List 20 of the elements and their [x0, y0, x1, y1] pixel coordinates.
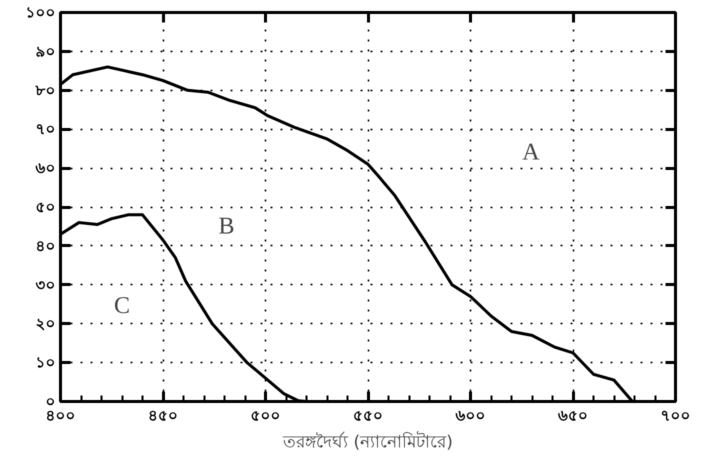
- y-tick-label: ১০: [36, 354, 56, 372]
- annotation: A: [522, 140, 540, 166]
- annotation: C: [114, 293, 130, 320]
- y-tick-label: ৫০: [36, 198, 56, 216]
- x-tick-label: ৫০০: [250, 406, 280, 424]
- y-tick-label: ৮০: [34, 81, 56, 100]
- y-tick-label: ৭০: [36, 120, 56, 138]
- x-tick-label: ৬০০: [456, 406, 486, 424]
- x-axis-title: তরঙ্গদৈর্ঘ্য (ন্যানোমিটারে): [282, 432, 453, 452]
- annotation: B: [218, 213, 235, 240]
- y-tick-label: ১০০: [26, 4, 56, 22]
- x-tick-label: ৬৫০: [558, 406, 588, 424]
- x-tick-label: ৭০০: [660, 406, 690, 424]
- x-tick-label: ৪৫০: [148, 406, 178, 424]
- y-tick-label: ৪০: [36, 236, 56, 255]
- y-tick-label: ৬০: [36, 159, 56, 178]
- x-tick-label: ৫৫০: [353, 406, 383, 424]
- y-tick-label: ৩০: [36, 276, 56, 294]
- y-tick-label: ২০: [36, 314, 56, 333]
- y-tick-label: ৯০: [36, 42, 56, 60]
